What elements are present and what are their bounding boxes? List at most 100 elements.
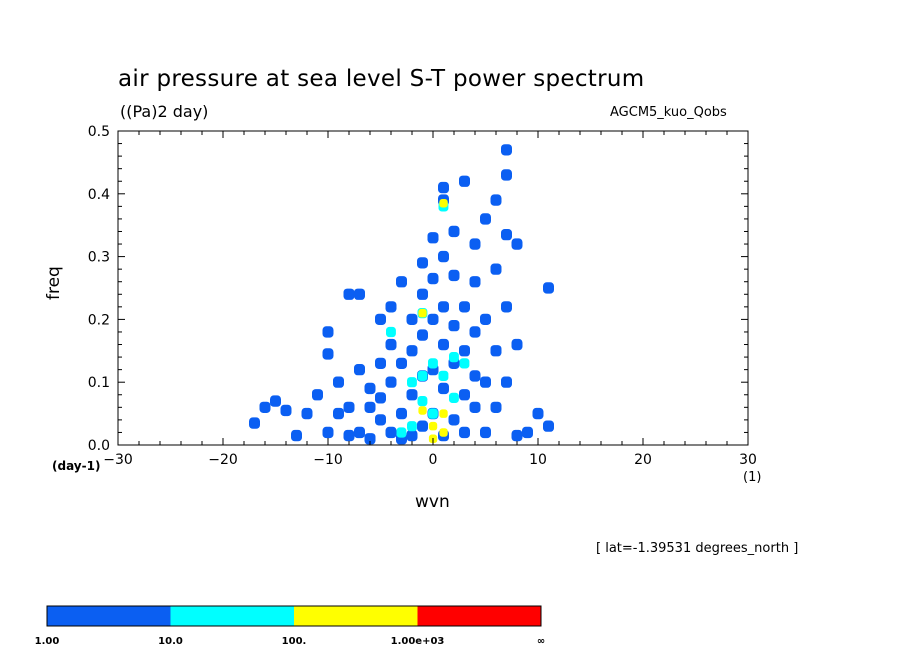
spectrum-cell-level-1	[459, 426, 470, 439]
chart-title: air pressure at sea level S-T power spec…	[118, 66, 645, 92]
spectrum-cell-level-1	[469, 370, 481, 382]
x-tick-label: −10	[313, 452, 343, 468]
spectrum-cell-level-1	[438, 181, 449, 194]
spectrum-cell-level-1	[259, 401, 271, 413]
spectrum-cell-level-2	[417, 396, 428, 407]
colorbar-label: 100.	[282, 636, 307, 647]
spectrum-cell-level-1	[343, 288, 355, 300]
x-tick-label: 30	[739, 452, 757, 468]
spectrum-cell-level-1	[354, 364, 365, 376]
axis-tick-labels: −30 −20 −10 0 10 20 30 0.0 0.1 0.2 0.3 0.4 0.5	[88, 124, 757, 468]
spectrum-cell-level-1	[448, 269, 460, 282]
spectrum-cell-level-1	[364, 401, 376, 413]
x-tick-label: 20	[634, 452, 652, 468]
spectrum-cell-level-2	[417, 370, 428, 381]
spectrum-cell-level-1	[270, 395, 281, 407]
spectrum-cell-level-1	[375, 414, 386, 426]
spectrum-cell-level-1	[280, 404, 292, 417]
x-axis-label: wvn	[415, 492, 450, 512]
spectrum-cell-level-1	[469, 326, 481, 338]
spectrum-cell-level-1	[343, 401, 355, 413]
spectrum-cell-level-1	[490, 345, 502, 357]
spectrum-cell-level-1	[469, 238, 481, 250]
spectrum-cell-level-1	[354, 426, 365, 439]
colorbar-segment	[170, 606, 294, 626]
spectrum-cell-level-1	[406, 429, 418, 442]
spectrum-cell-level-1	[501, 376, 512, 388]
spectrum-cell-level-1	[459, 301, 470, 313]
spectrum-cell-level-1	[427, 272, 439, 285]
spectrum-cell-level-1	[406, 345, 418, 357]
spectrum-cell-level-1	[417, 420, 428, 432]
spectrum-cell-level-1	[438, 250, 449, 263]
spectrum-cell-level-1	[501, 144, 512, 156]
spectrum-cell-level-2	[386, 326, 396, 338]
colorbar-segment	[294, 606, 418, 626]
spectrum-cell-level-1	[385, 338, 397, 351]
spectrum-cell-level-1	[417, 257, 428, 269]
spectrum-cell-level-2	[438, 370, 449, 381]
spectrum-cell-level-1	[396, 407, 407, 420]
spectrum-cell-level-3	[439, 409, 448, 418]
plot-frame	[117, 130, 749, 446]
spectrum-cell-level-1	[543, 420, 554, 432]
spectrum-cell-level-1	[522, 426, 533, 439]
spectrum-cell-level-1	[543, 282, 554, 294]
spectrum-cell-level-1	[249, 417, 260, 429]
spectrum-cell-level-1	[480, 213, 491, 225]
spectrum-cell-level-1	[438, 338, 449, 351]
x-dimension-label: (day-1)	[52, 459, 101, 473]
spectrum-cell-level-1	[375, 357, 386, 369]
colorbar: 1.00 10.0 100. 1.00e+03 ∞	[35, 605, 545, 647]
spectrum-cell-level-2	[449, 352, 459, 363]
colorbar-outline	[46, 605, 542, 627]
spectrum-cell-level-1	[490, 401, 502, 413]
colorbar-label: 1.00	[35, 636, 60, 647]
spectrum-cell-level-1	[406, 313, 418, 325]
spectrum-cell-level-1	[448, 320, 460, 332]
colorbar-label: 10.0	[158, 636, 183, 647]
colorbar-segment	[47, 606, 171, 626]
spectrum-cell-level-1	[459, 345, 470, 357]
spectrum-cell-level-1	[459, 389, 470, 401]
spectrum-cell-level-1	[480, 376, 491, 388]
y-tick-label: 0.3	[88, 250, 110, 266]
spectrum-cell-level-1	[427, 313, 439, 325]
spectrum-cell-level-1	[469, 276, 481, 288]
spectrum-cell-level-2	[428, 358, 438, 369]
spectrum-cell-level-3	[418, 308, 427, 318]
spectrum-cell-level-1	[291, 429, 302, 442]
spectrum-cell-level-1	[354, 288, 365, 300]
spectrum-cell-level-1	[417, 329, 428, 341]
y-dimension-label: (1)	[743, 470, 762, 485]
spectrum-cell-level-1	[427, 232, 439, 244]
spectrum-cell-level-1	[501, 169, 512, 181]
chart-units: ((Pa)2 day)	[120, 102, 209, 121]
spectrum-cell-level-1	[406, 389, 418, 401]
colorbar-label: 1.00e+03	[391, 636, 445, 647]
spectrum-cell-level-2	[396, 427, 407, 438]
spectrum-cell-level-1	[301, 407, 313, 420]
spectrum-cell-level-1	[385, 376, 397, 388]
spectrum-cell-level-1	[343, 429, 355, 442]
spectrum-cell-level-1	[438, 382, 449, 395]
spectrum-cell-level-1	[459, 175, 470, 187]
spectrum-cell-level-1	[501, 301, 512, 313]
spectrum-cell-level-1	[511, 429, 523, 442]
spectrum-cell-level-1	[438, 301, 449, 313]
spectrum-cell-level-1	[490, 263, 502, 275]
spectrum-cell-level-1	[448, 225, 460, 238]
spectrum-cell-level-1	[532, 407, 544, 420]
spectrum-cell-level-1	[511, 238, 523, 250]
spectrum-cell-level-1	[322, 348, 334, 360]
spectrum-cell-level-1	[333, 376, 344, 388]
y-axis-label: freq	[44, 266, 64, 300]
spectrum-cell-level-1	[417, 288, 428, 300]
axis-ticks	[117, 130, 749, 446]
spectrum-cell-level-2	[459, 358, 470, 369]
colorbar-segment	[417, 606, 541, 626]
spectrum-cell-level-1	[375, 392, 386, 404]
x-tick-label: −30	[103, 452, 133, 468]
spectrum-cell-level-2	[428, 408, 438, 419]
spectrum-cell-level-3	[439, 199, 448, 208]
